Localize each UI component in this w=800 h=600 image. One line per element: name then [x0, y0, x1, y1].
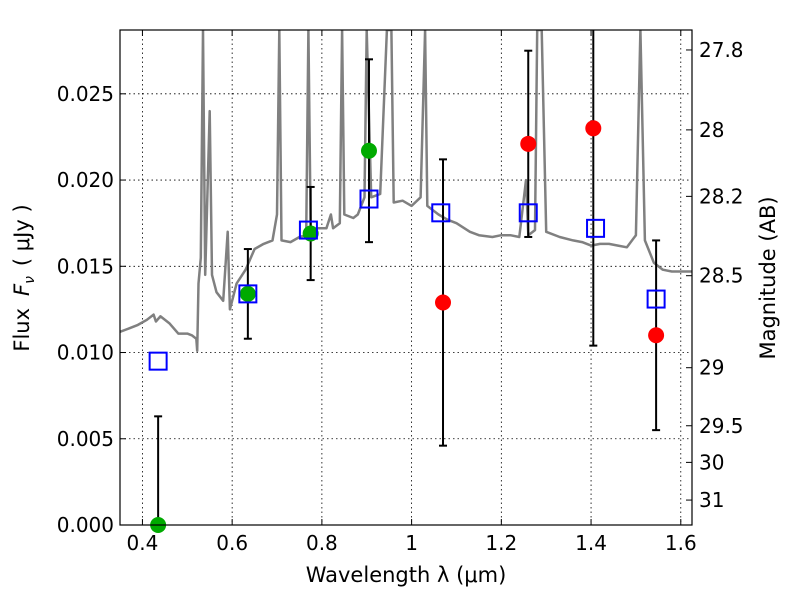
model-photometry-point — [646, 289, 666, 309]
y-tick-label: 0.010 — [57, 341, 114, 365]
y-tick-label: 0.020 — [57, 168, 114, 192]
observed-point — [585, 120, 602, 137]
y2-tick-label: 27.8 — [699, 38, 744, 62]
x-tick-label: 1.2 — [485, 531, 517, 555]
y2-tick-label: 29 — [699, 356, 724, 380]
y2-tick-label: 28.2 — [699, 184, 744, 208]
grid-lines — [120, 30, 692, 526]
x-tick-label: 1.4 — [575, 531, 607, 555]
y2-tick-label: 31 — [699, 488, 724, 512]
observed-points — [150, 120, 665, 533]
y2-tick-label: 28.5 — [699, 264, 744, 288]
y2-tick-label: 28 — [699, 118, 724, 142]
observed-point — [648, 327, 665, 344]
y2-axis-label: Magnitude (AB) — [756, 196, 780, 359]
axis-ticks — [120, 30, 692, 526]
y-tick-label: 0.025 — [57, 82, 114, 106]
model-photometry-point — [359, 189, 379, 209]
y-axis-label-unit: ( μJy ) — [10, 204, 34, 266]
y2-tick-label: 29.5 — [699, 414, 744, 438]
tick-labels: 0.4 0.6 0.8 1 1.2 1.4 1.6 0.000 0.005 0.010 0.015 0… — [57, 38, 744, 555]
spectrum-line — [120, 30, 692, 353]
observed-point — [520, 135, 537, 152]
model-photometry-point — [148, 351, 168, 371]
y2-tick-label: 30 — [699, 450, 724, 474]
y-axis-label: Flux Fν ( μJy ) — [10, 204, 38, 351]
model-photometry-point — [431, 203, 451, 223]
model-photometry-point — [518, 203, 538, 223]
observed-point — [435, 294, 452, 311]
x-tick-label: 0.8 — [306, 531, 338, 555]
x-tick-label: 1.6 — [665, 531, 697, 555]
model-photometry-point — [238, 284, 258, 304]
observed-point — [360, 142, 377, 159]
observed-point — [302, 225, 319, 242]
observed-point — [239, 285, 256, 302]
y-tick-label: 0.005 — [57, 427, 114, 451]
x-tick-label: 0.6 — [216, 531, 248, 555]
model-spectrum — [120, 30, 692, 353]
y-axis-label-subscript: ν — [22, 276, 38, 284]
y-axis-label-main: Flux — [10, 308, 34, 352]
model-photometry-points — [148, 189, 666, 371]
y-tick-label: 0.015 — [57, 254, 114, 278]
y-axis-label-symbol: F — [10, 283, 34, 296]
model-photometry-point — [586, 218, 606, 238]
x-tick-label: 0.4 — [127, 531, 159, 555]
x-axis-label: Wavelength λ (μm) — [306, 563, 507, 587]
model-photometry-point — [298, 220, 318, 240]
y-tick-label: 0.000 — [57, 513, 114, 537]
plot-frame — [119, 29, 693, 526]
x-tick-label: 1 — [405, 531, 418, 555]
